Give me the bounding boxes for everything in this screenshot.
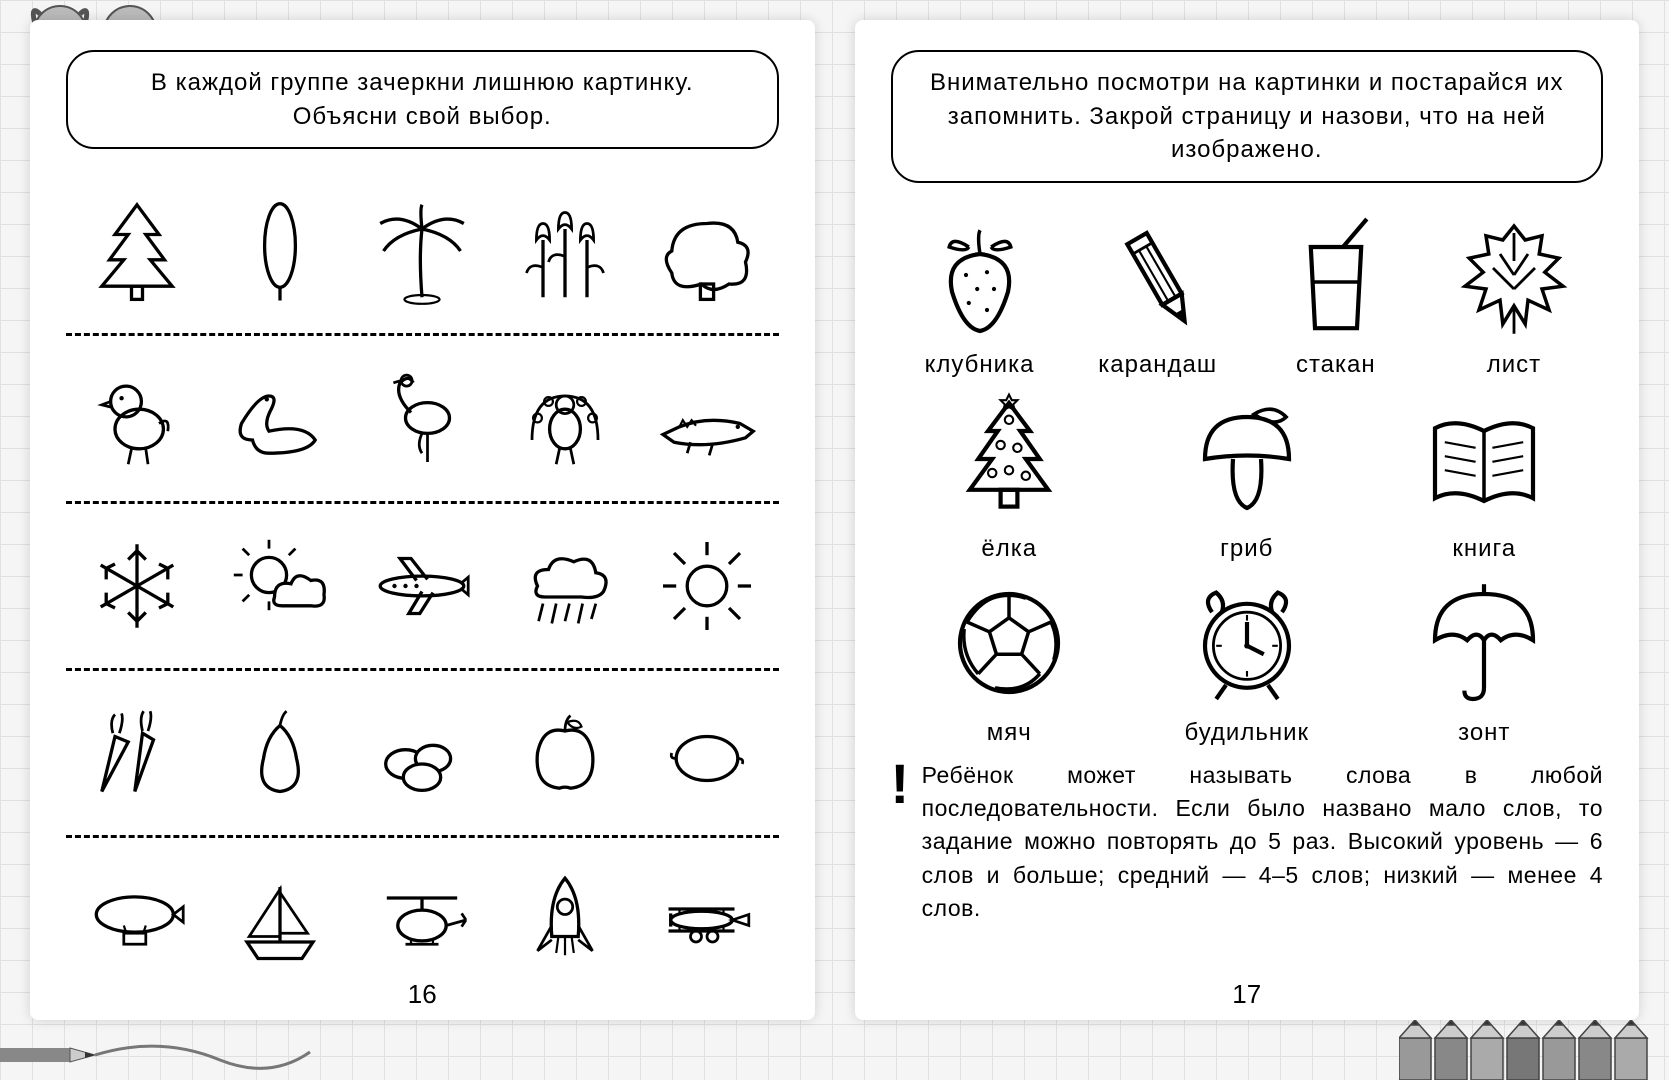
group-row [66,840,779,1000]
rocket-icon [510,865,620,975]
pencil-icon [1088,205,1228,345]
group-row [66,171,779,331]
memory-item: мяч [939,573,1079,747]
memory-grid: клубника карандаш стакан лист ёлка гриб книга м… [891,205,1604,747]
memory-item: книга [1414,389,1554,563]
memory-item: ёлка [939,389,1079,563]
potatoes-icon [367,698,477,808]
crocodile-icon [652,363,762,473]
fir-tree-icon [82,196,192,306]
right-page-number: 17 [855,979,1640,1010]
memory-label: стакан [1296,351,1376,379]
group-row [66,673,779,833]
airship-icon [82,865,192,975]
sun-icon [652,531,762,641]
exclamation-icon: ! [891,759,910,926]
cypress-icon [225,196,335,306]
memory-item: клубника [910,205,1050,379]
chick-icon [82,363,192,473]
memory-label: лист [1487,351,1541,379]
rain-cloud-icon [510,531,620,641]
group-divider [66,333,779,336]
group-divider [66,835,779,838]
ball-icon [939,573,1079,713]
lemon-icon [652,698,762,808]
memory-row: ёлка гриб книга [891,389,1604,563]
memory-label: мяч [987,719,1032,747]
group-divider [66,501,779,504]
xmas-tree-icon [939,389,1079,529]
snowflake-icon [82,531,192,641]
flamingo-icon [367,363,477,473]
memory-label: клубника [925,351,1035,379]
palm-icon [367,196,477,306]
memory-label: зонт [1458,719,1510,747]
left-page: В каждой группе зачеркни лишнюю картинку… [30,20,815,1020]
peacock-icon [510,363,620,473]
helicopter-icon [367,865,477,975]
note-block: ! Ребёнок может называть слова в любой п… [891,759,1604,926]
oak-icon [652,196,762,306]
pear-icon [225,698,335,808]
carrots-icon [82,698,192,808]
swan-icon [225,363,335,473]
note-text: Ребёнок может называть слова в любой пос… [922,759,1603,926]
memory-item: стакан [1266,205,1406,379]
memory-label: гриб [1220,535,1273,563]
strawberry-icon [910,205,1050,345]
tulips-icon [510,196,620,306]
memory-label: книга [1452,535,1516,563]
memory-label: будильник [1185,719,1310,747]
memory-item: гриб [1177,389,1317,563]
leaf-icon [1444,205,1584,345]
apple-icon [510,698,620,808]
airplane-icon [367,531,477,641]
left-page-number: 16 [30,979,815,1010]
group-divider [66,668,779,671]
memory-row: клубника карандаш стакан лист [891,205,1604,379]
glass-icon [1266,205,1406,345]
left-instruction: В каждой группе зачеркни лишнюю картинку… [66,50,779,149]
memory-item: зонт [1414,573,1554,747]
biplane-icon [652,865,762,975]
memory-item: карандаш [1088,205,1228,379]
memory-label: карандаш [1098,351,1217,379]
memory-item: будильник [1177,573,1317,747]
memory-label: ёлка [981,535,1037,563]
book-icon [1414,389,1554,529]
sun-cloud-icon [225,531,335,641]
group-row [66,506,779,666]
mushroom-icon [1177,389,1317,529]
alarm-clock-icon [1177,573,1317,713]
right-instruction: Внимательно посмотри на картинки и поста… [891,50,1604,183]
pencil-decor-icon [0,1030,320,1080]
memory-item: лист [1444,205,1584,379]
left-groups [66,171,779,1000]
right-page: Внимательно посмотри на картинки и поста… [855,20,1640,1020]
sailboat-icon [225,865,335,975]
group-row [66,338,779,498]
umbrella-icon [1414,573,1554,713]
pencils-row-icon [1399,1020,1659,1080]
memory-row: мяч будильник зонт [891,573,1604,747]
